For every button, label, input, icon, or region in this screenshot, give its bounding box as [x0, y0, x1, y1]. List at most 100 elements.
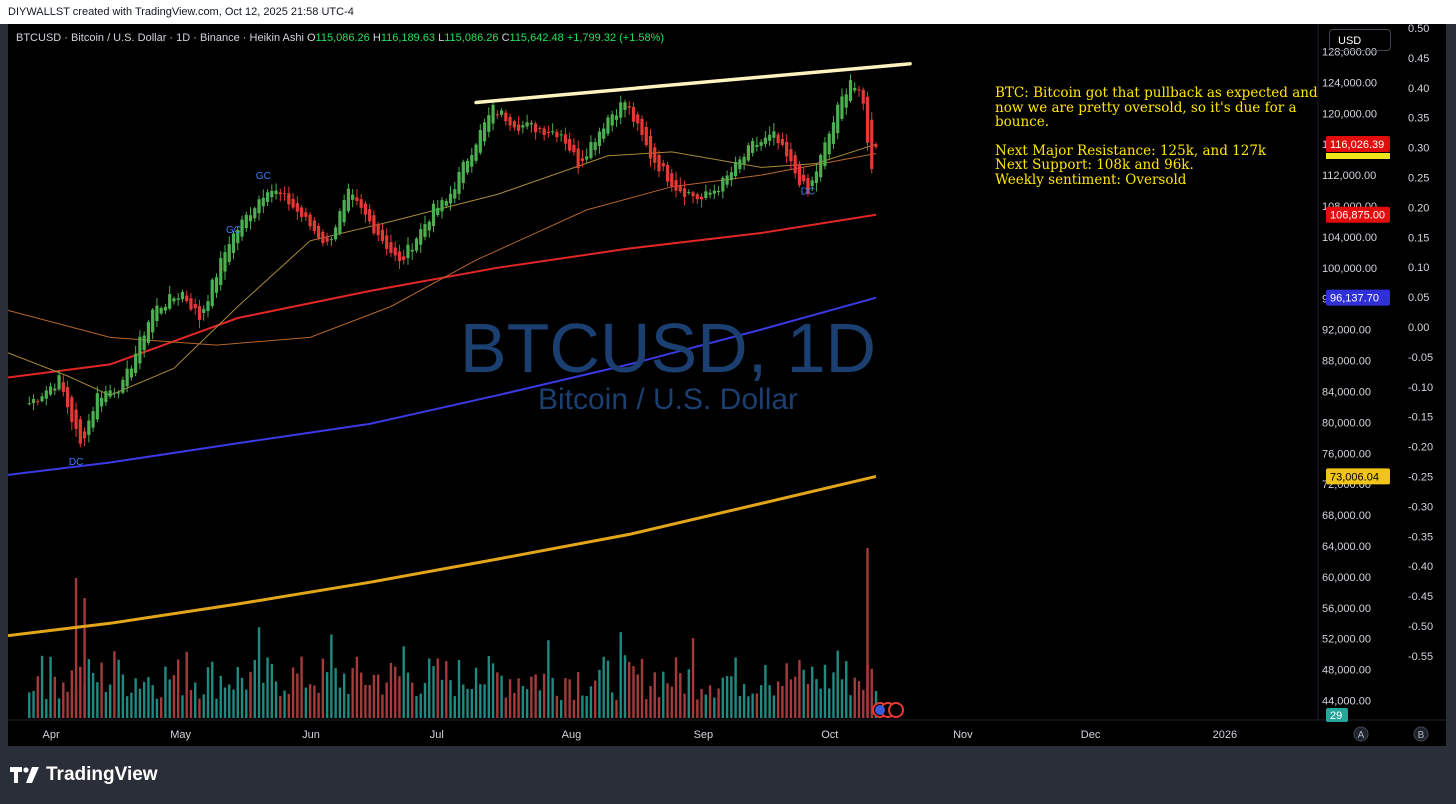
candle-body: [389, 242, 393, 253]
candle-body: [534, 123, 538, 133]
volume-bar: [372, 674, 376, 718]
volume-bar: [862, 689, 865, 718]
oscillator-tick-label: -0.10: [1408, 382, 1433, 394]
volume-bar: [725, 676, 729, 718]
volume-bar: [368, 684, 371, 718]
volume-bar: [611, 692, 614, 718]
candle-body: [342, 200, 346, 223]
chart-pane[interactable]: 128,000.00124,000.00120,000.00116,000.00…: [8, 24, 1447, 746]
candle-body: [87, 420, 91, 435]
volume-bar: [819, 688, 822, 718]
price-label-box: [1326, 289, 1390, 306]
cross-signal-label: GC: [226, 225, 241, 236]
volume-bar: [670, 686, 673, 718]
price-label-secondary: [1326, 152, 1390, 159]
brand-name: TradingView: [46, 764, 158, 785]
symbol-legend[interactable]: BTCUSD · Bitcoin / U.S. Dollar · 1D · Bi…: [16, 32, 664, 44]
volume-bar: [759, 685, 763, 718]
price-chart-svg[interactable]: 128,000.00124,000.00120,000.00116,000.00…: [8, 24, 1446, 746]
cross-signal-label: DC: [801, 186, 815, 197]
volume-bar: [62, 682, 65, 718]
candle-body: [82, 431, 87, 439]
candle-body: [593, 142, 597, 151]
currency-selector[interactable]: USD: [1329, 29, 1391, 51]
candle-body: [734, 161, 738, 177]
candle-body: [840, 96, 844, 119]
volume-bar: [721, 677, 725, 718]
candle-body: [163, 306, 168, 311]
candle-body: [491, 104, 495, 124]
volume-bar: [270, 663, 274, 718]
candle-body: [312, 220, 316, 232]
candle-body: [461, 161, 465, 183]
volume-bar: [317, 692, 320, 718]
candle-body: [448, 193, 453, 204]
candle-body: [704, 191, 708, 199]
volume-bar: [585, 696, 588, 718]
legend-low-label: L: [438, 32, 445, 44]
volume-bar: [91, 673, 95, 718]
candle-body: [393, 247, 397, 256]
volume-bar: [453, 696, 456, 718]
volume-bar: [245, 689, 248, 718]
volume-bar: [206, 667, 210, 718]
candle-body: [623, 102, 627, 111]
volume-bar: [164, 666, 167, 718]
price-label-text: 116,026.39: [1330, 139, 1384, 151]
volume-bar: [334, 668, 337, 718]
candle-body: [597, 131, 602, 147]
candle-body: [70, 397, 74, 422]
volume-bar: [300, 656, 303, 718]
volume-bar: [798, 659, 801, 718]
volume-bar: [223, 687, 227, 718]
candle-body: [100, 397, 104, 407]
candle-body: [517, 124, 521, 131]
candle-body: [121, 379, 125, 393]
volume-bar: [802, 669, 805, 718]
volume-bar: [815, 679, 818, 718]
price-tick-label: 68,000.00: [1322, 510, 1371, 522]
candle-body: [197, 306, 202, 320]
volume-bar: [342, 673, 346, 718]
price-tick-label: 92,000.00: [1322, 325, 1371, 337]
volume-bar: [466, 688, 469, 718]
volume-spike: [83, 598, 86, 718]
candle-body: [321, 231, 325, 244]
axis-button-label: B: [1418, 730, 1425, 741]
volume-bar: [491, 663, 495, 718]
price-tick-label: 80,000.00: [1322, 417, 1371, 429]
volume-bar: [202, 694, 205, 718]
volume-bar: [538, 690, 542, 718]
volume-bar: [713, 697, 716, 718]
volume-bar: [249, 671, 252, 718]
candle-body: [610, 114, 614, 126]
candle-body: [440, 200, 444, 212]
volume-spike: [866, 548, 869, 718]
candle-body: [159, 307, 163, 314]
candle-body: [580, 158, 585, 162]
volume-bar: [628, 661, 631, 718]
candle-body: [478, 130, 482, 153]
volume-bar: [40, 655, 44, 718]
volume-bar: [832, 672, 835, 718]
candle-body: [568, 139, 572, 151]
footer-bar: TradingView: [0, 746, 1456, 804]
candle-body: [338, 211, 342, 234]
volume-bar: [823, 664, 827, 718]
moving-average-line: [8, 153, 877, 346]
volume-bar: [691, 638, 695, 718]
candle-body: [636, 114, 640, 124]
candle-body: [495, 114, 499, 116]
volume-bar: [483, 684, 486, 718]
volume-bar: [240, 677, 244, 718]
candle-body: [848, 80, 853, 101]
volume-bar: [462, 684, 465, 718]
volume-bar: [215, 698, 218, 718]
tradingview-logo[interactable]: TradingView: [10, 764, 158, 786]
oscillator-tick-label: 0.05: [1408, 292, 1429, 304]
candle-body: [725, 175, 729, 185]
moving-average-line: [8, 474, 877, 638]
volume-bar: [708, 685, 712, 718]
candle-body: [746, 145, 750, 161]
price-tick-label: 44,000.00: [1322, 696, 1371, 708]
